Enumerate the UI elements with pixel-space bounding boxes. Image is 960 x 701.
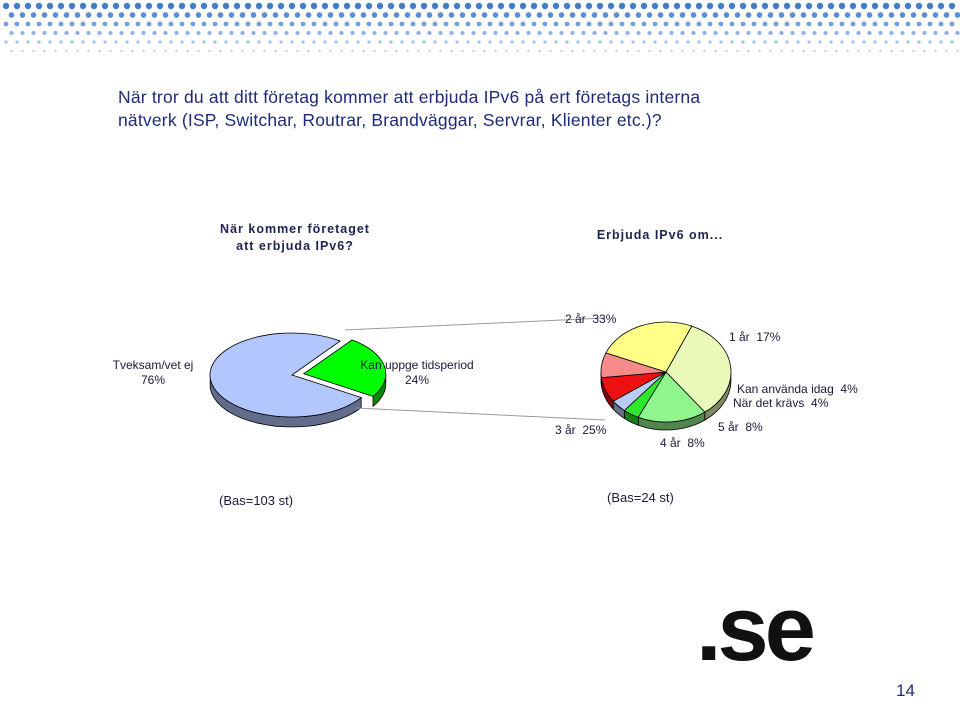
label-kan-uppge: Kan uppge tidsperiod 24% bbox=[346, 358, 488, 388]
label-5-ar-name: 5 år bbox=[718, 420, 739, 434]
label-3-ar-name: 3 år bbox=[555, 423, 576, 437]
label-tveksam: Tveksam/vet ej 76% bbox=[108, 358, 198, 388]
label-5-ar: 5 år 8% bbox=[718, 420, 763, 435]
left-chart-base: (Bas=103 st) bbox=[219, 493, 293, 508]
label-nar-det-kravs-value: 4% bbox=[811, 396, 828, 410]
se-logo: .se bbox=[696, 590, 876, 670]
label-1-ar-name: 1 år bbox=[729, 330, 750, 344]
label-5-ar-value: 8% bbox=[745, 420, 762, 434]
label-kan-uppge-name: Kan uppge tidsperiod bbox=[346, 358, 488, 373]
label-kan-anvanda-idag-name: Kan använda idag bbox=[737, 382, 834, 396]
label-3-ar-value: 25% bbox=[582, 423, 606, 437]
se-logo-text: .se bbox=[696, 590, 814, 670]
connector-line-bottom bbox=[355, 408, 605, 420]
right-chart-base: (Bas=24 st) bbox=[607, 490, 674, 505]
page-number: 14 bbox=[896, 681, 915, 701]
label-tveksam-name: Tveksam/vet ej bbox=[108, 358, 198, 373]
label-2-ar-name: 2 år bbox=[565, 312, 586, 326]
label-1-ar: 1 år 17% bbox=[729, 330, 780, 345]
label-1-ar-value: 17% bbox=[756, 330, 780, 344]
label-nar-det-kravs: När det krävs 4% bbox=[733, 396, 828, 411]
label-kan-anvanda-idag: Kan använda idag 4% bbox=[737, 382, 858, 397]
label-2-ar-value: 33% bbox=[592, 312, 616, 326]
label-2-ar: 2 år 33% bbox=[565, 312, 616, 327]
label-nar-det-kravs-name: När det krävs bbox=[733, 396, 804, 410]
label-kan-anvanda-idag-value: 4% bbox=[840, 382, 857, 396]
label-3-ar: 3 år 25% bbox=[555, 423, 606, 438]
label-4-ar: 4 år 8% bbox=[660, 436, 705, 451]
label-4-ar-value: 8% bbox=[687, 436, 704, 450]
label-kan-uppge-value: 24% bbox=[346, 373, 488, 388]
label-4-ar-name: 4 år bbox=[660, 436, 681, 450]
label-tveksam-value: 76% bbox=[108, 373, 198, 388]
